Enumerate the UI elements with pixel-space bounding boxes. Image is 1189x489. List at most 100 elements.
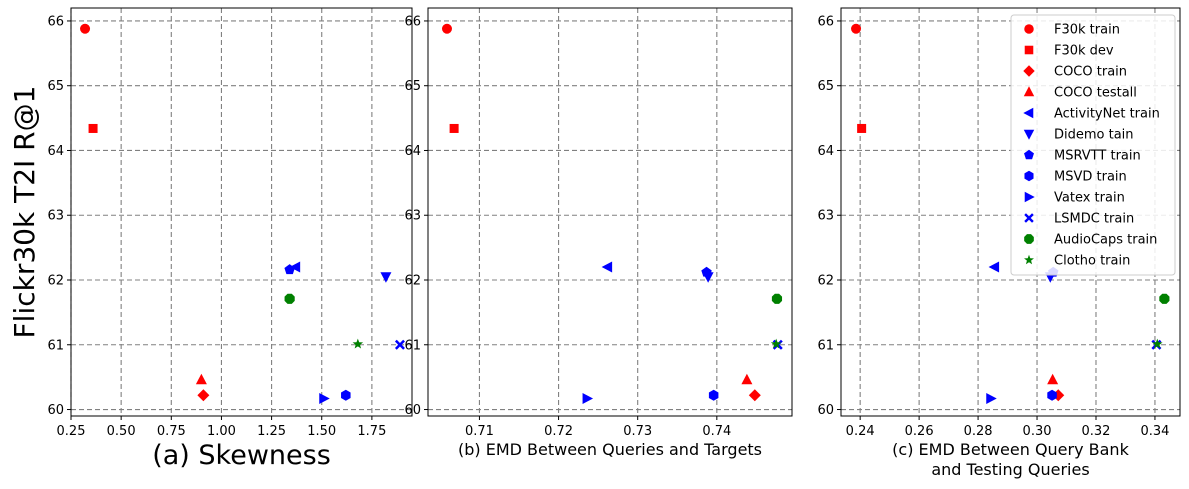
chart-panel-1: 0.25 0.50 0.75 1.00 1.25 1.50 1.75 60 61 62 63 64 65… xyxy=(47,7,413,471)
data-point xyxy=(701,266,712,277)
legend-marker xyxy=(1024,234,1034,244)
plot-frame xyxy=(427,7,793,417)
data-point xyxy=(284,293,295,304)
legend-label: LSMDC train xyxy=(1054,212,1134,227)
data-point xyxy=(88,123,98,133)
y-tick-label: 64 xyxy=(404,144,421,159)
data-point xyxy=(195,373,207,385)
data-point xyxy=(601,261,613,273)
x-tick-label: 0.28 xyxy=(964,424,993,439)
x-tick-label: 0.75 xyxy=(157,424,186,439)
data-point xyxy=(770,338,782,349)
x-tick-label: 1.25 xyxy=(257,424,286,439)
legend-marker xyxy=(1023,129,1035,140)
legend-marker xyxy=(1024,24,1034,34)
x-tick-label: 0.34 xyxy=(1140,424,1169,439)
y-tick-label: 60 xyxy=(404,403,421,418)
legend-label: COCO train xyxy=(1054,65,1127,80)
x-tick-label: 0.25 xyxy=(57,424,86,439)
x-tick-label: 0.72 xyxy=(544,424,573,439)
y-tick-label: 64 xyxy=(47,144,64,159)
legend-label: Vatex train xyxy=(1054,191,1125,206)
y-tick-label: 62 xyxy=(47,274,64,289)
legend-label: F30k dev xyxy=(1054,44,1114,59)
legend-marker xyxy=(1024,149,1034,160)
legend-label: Didemo tain xyxy=(1054,128,1134,143)
x-axis-label: (a) Skewness xyxy=(152,440,331,471)
chart-panel-3: 0.24 0.26 0.28 0.30 0.32 0.34 60 61 62 63 64 65 66 (c… xyxy=(817,7,1181,479)
data-point xyxy=(380,272,392,283)
plot-frame xyxy=(70,7,413,417)
data-point xyxy=(771,293,783,304)
data-point xyxy=(988,261,1000,273)
legend-marker xyxy=(1024,170,1034,182)
data-point xyxy=(441,23,452,34)
x-tick-label: 0.32 xyxy=(1082,424,1111,439)
legend-label: COCO testall xyxy=(1054,86,1137,101)
data-point xyxy=(80,23,91,34)
x-tick-label: 0.30 xyxy=(1023,424,1052,439)
data-point xyxy=(197,389,210,402)
y-tick-label: 61 xyxy=(47,338,64,353)
x-axis-label: and Testing Queries xyxy=(931,460,1089,479)
legend-marker xyxy=(1024,254,1034,265)
data-point xyxy=(748,389,761,402)
y-tick-label: 60 xyxy=(817,403,834,418)
y-tick-label: 62 xyxy=(404,274,421,289)
data-point xyxy=(1152,338,1163,349)
data-point xyxy=(1047,389,1057,401)
data-point xyxy=(352,338,364,349)
x-tick-label: 0.74 xyxy=(702,424,731,439)
x-tick-label: 0.24 xyxy=(846,424,875,439)
legend-label: F30k train xyxy=(1054,23,1120,38)
y-tick-label: 65 xyxy=(817,79,834,94)
data-point xyxy=(741,373,753,385)
y-tick-label: 66 xyxy=(47,14,64,29)
x-tick-label: 0.73 xyxy=(623,424,652,439)
legend: F30k train F30k dev COCO train COCO testall… xyxy=(1010,14,1176,276)
legend-marker xyxy=(1023,86,1035,97)
data-point xyxy=(284,264,295,275)
y-tick-label: 64 xyxy=(817,144,834,159)
legend-label: MSVD train xyxy=(1054,170,1127,185)
y-tick-label: 66 xyxy=(817,14,834,29)
y-tick-label: 66 xyxy=(404,14,421,29)
x-tick-label: 1.00 xyxy=(207,424,236,439)
data-point xyxy=(708,389,719,401)
y-tick-label: 62 xyxy=(817,274,834,289)
figure-ylabel: Flickr30k T2I R@1 xyxy=(8,86,41,339)
data-point xyxy=(1159,293,1170,304)
data-point xyxy=(1047,373,1059,385)
data-point xyxy=(289,261,301,273)
legend-label: Clotho train xyxy=(1054,254,1130,269)
data-point xyxy=(319,393,330,405)
data-point xyxy=(582,393,594,405)
y-tick-label: 63 xyxy=(404,209,421,224)
y-tick-label: 61 xyxy=(817,338,834,353)
y-tick-label: 65 xyxy=(47,79,64,94)
x-axis-label: (c) EMD Between Query Bank xyxy=(892,440,1129,459)
panels: 0.25 0.50 0.75 1.00 1.25 1.50 1.75 60 61 62 63 64 65… xyxy=(47,7,1181,479)
legend-box xyxy=(1010,14,1176,276)
data-point xyxy=(986,393,997,405)
legend-label: ActivityNet train xyxy=(1054,107,1160,122)
y-tick-label: 61 xyxy=(404,338,421,353)
legend-marker xyxy=(1023,65,1035,77)
y-tick-label: 60 xyxy=(47,403,64,418)
x-tick-label: 1.75 xyxy=(357,424,386,439)
y-tick-label: 65 xyxy=(404,79,421,94)
x-tick-label: 0.50 xyxy=(107,424,136,439)
legend-label: AudioCaps train xyxy=(1054,233,1157,248)
legend-marker xyxy=(1024,213,1034,223)
legend-label: MSRVTT train xyxy=(1054,149,1141,164)
plot-frame xyxy=(840,7,1181,417)
x-axis-label: (b) EMD Between Queries and Targets xyxy=(458,440,762,459)
data-point xyxy=(449,123,459,133)
y-tick-label: 63 xyxy=(817,209,834,224)
data-point xyxy=(394,339,405,350)
chart-panel-2: 0.71 0.72 0.73 0.74 60 61 62 63 64 65 66 (b) EMD Be… xyxy=(404,7,793,459)
legend-marker xyxy=(1024,191,1035,203)
y-tick-label: 63 xyxy=(47,209,64,224)
x-tick-label: 1.50 xyxy=(307,424,336,439)
